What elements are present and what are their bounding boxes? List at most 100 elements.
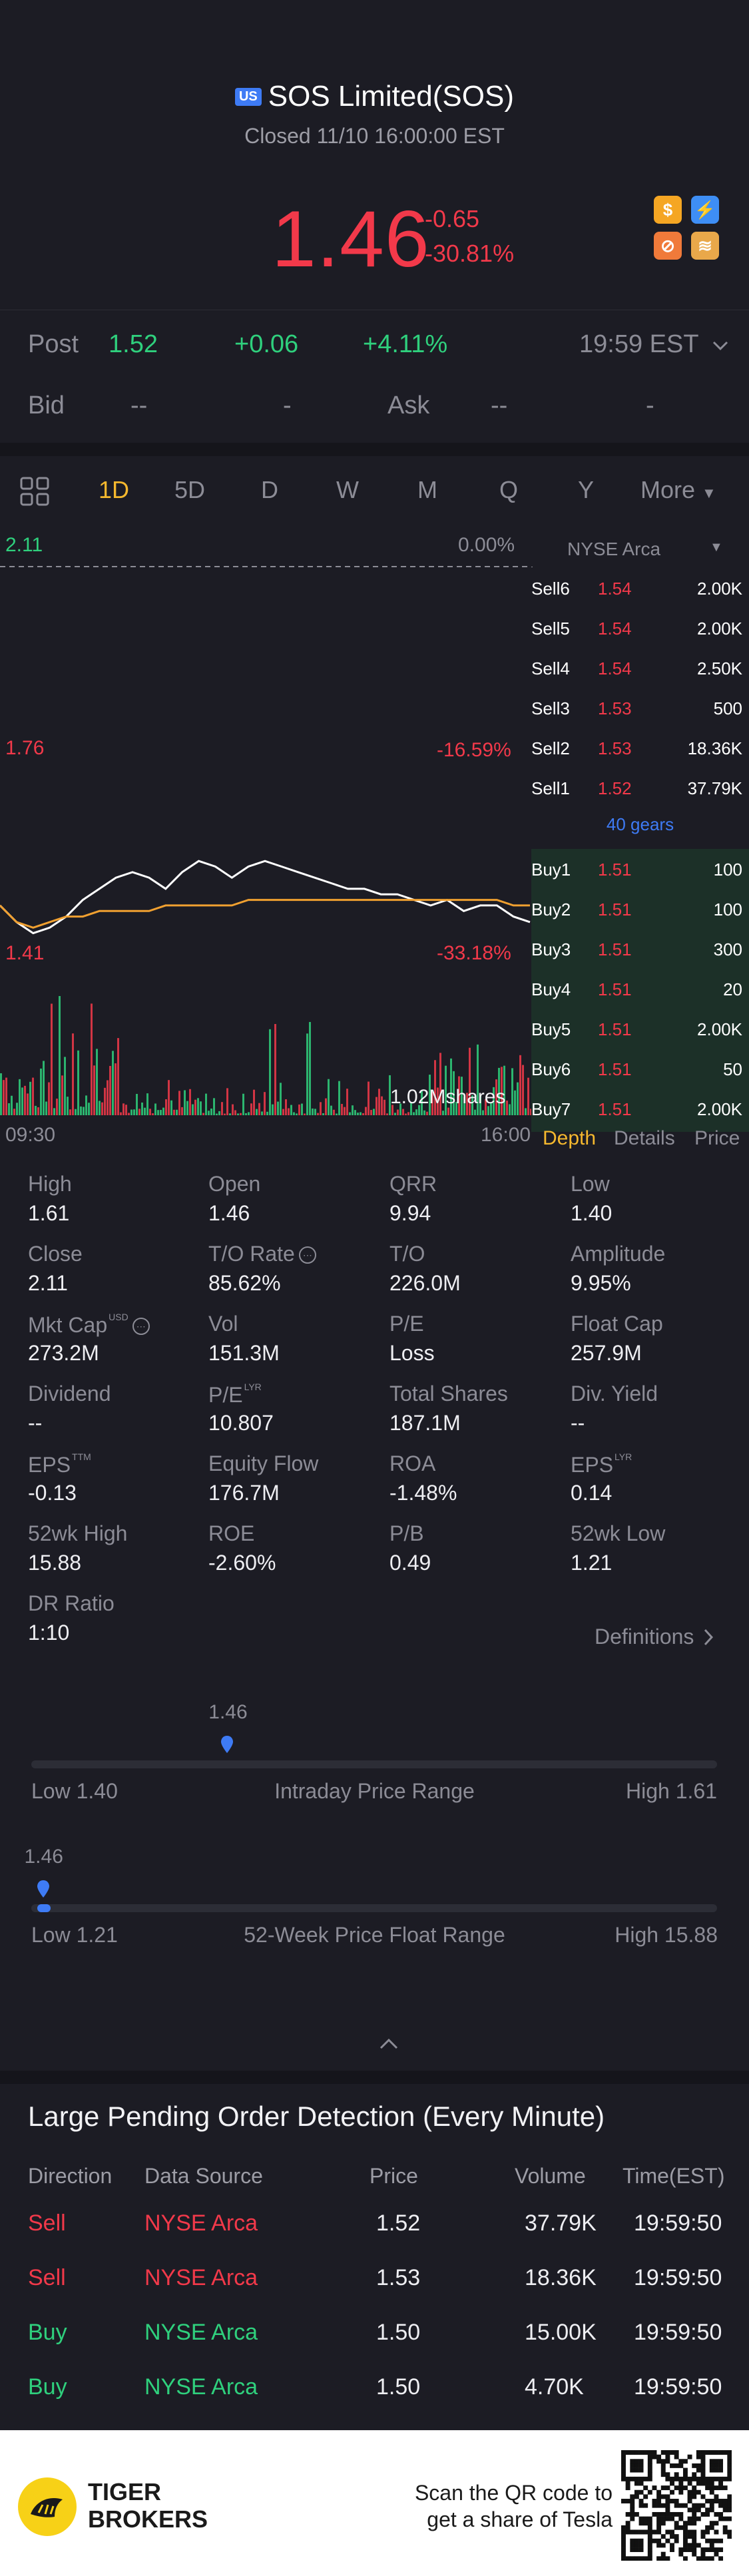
volume-bar — [458, 1076, 460, 1115]
volume-bar — [266, 1111, 268, 1115]
volume-bar — [170, 1100, 172, 1115]
volume-bar — [447, 1107, 449, 1115]
tab-m[interactable]: M — [417, 476, 437, 503]
tab-w[interactable]: W — [336, 476, 359, 503]
flash-icon[interactable]: ⚡ — [691, 196, 719, 224]
week52-range-track — [31, 1904, 717, 1912]
volume-bar — [530, 1109, 532, 1115]
level-price: 1.54 — [598, 658, 632, 678]
pending-cell: NYSE Arca — [144, 2320, 258, 2345]
definitions-label: Definitions — [595, 1625, 694, 1649]
stat-label-text: P/E — [208, 1383, 243, 1407]
dollar-icon[interactable]: $ — [654, 196, 682, 224]
tab-5d[interactable]: 5D — [174, 476, 206, 503]
collapse-button[interactable] — [378, 2037, 399, 2054]
tab-more[interactable]: More ▼ — [640, 476, 716, 504]
stat-label: QRR — [389, 1172, 437, 1196]
stat-label-text: Total Shares — [389, 1382, 508, 1406]
volume-bar — [11, 1095, 13, 1115]
definitions-link[interactable]: Definitions — [595, 1625, 714, 1649]
volume-bar — [399, 1103, 401, 1115]
tab-price[interactable]: Price — [694, 1127, 740, 1149]
buy-level-row: Buy1 1.51 100 — [531, 849, 749, 889]
chevron-right-icon — [704, 1629, 714, 1646]
volume-bar — [495, 1079, 497, 1115]
volume-bar — [485, 1099, 487, 1115]
gears-toggle[interactable]: 40 gears — [606, 814, 674, 834]
tab-details[interactable]: Details — [614, 1127, 675, 1149]
stat-value: 2.11 — [28, 1271, 68, 1295]
volume-bar — [53, 1108, 55, 1115]
volume-bar — [80, 1106, 82, 1115]
stat-label-text: T/O Rate — [208, 1242, 295, 1266]
pending-table: Sell NYSE Arca 1.52 37.79K 19:59:50 Sell NYSE … — [0, 2210, 749, 2430]
volume-bar — [149, 1109, 151, 1115]
volume-bar — [146, 1093, 148, 1115]
week52-range: 1.46 Low 1.21 52-Week Price Float Range … — [0, 1846, 749, 1965]
volume-bar — [306, 1033, 308, 1115]
level-label: Sell4 — [531, 658, 570, 678]
stat-label-text: 52wk Low — [571, 1521, 666, 1545]
week52-low: Low 1.21 — [31, 1923, 118, 1947]
tab-q[interactable]: Q — [499, 476, 519, 503]
stat-label-text: Float Cap — [571, 1312, 663, 1336]
stat-label: Amplitude — [571, 1242, 665, 1266]
volume-bar — [93, 1065, 95, 1115]
layers-icon[interactable]: ≋ — [691, 232, 719, 260]
stat-label-text: P/E — [389, 1312, 424, 1336]
tab-d[interactable]: D — [261, 476, 278, 503]
stat-value: 273.2M — [28, 1341, 99, 1365]
pending-row: Buy NYSE Arca 1.50 15.00K 19:59:50 — [0, 2320, 749, 2360]
volume-bar — [107, 1080, 109, 1115]
info-icon[interactable]: ⋯ — [298, 1246, 316, 1264]
volume-bar — [245, 1113, 247, 1115]
no-shorting-icon[interactable]: ⊘ — [654, 232, 682, 260]
pending-cell: 19:59:50 — [634, 2210, 722, 2236]
volume-bar — [397, 1109, 399, 1115]
volume-bar — [298, 1104, 300, 1115]
volume-bar — [290, 1105, 292, 1115]
pending-cell: 19:59:50 — [634, 2265, 722, 2290]
week52-high: High 15.88 — [615, 1923, 718, 1947]
post-label: Post — [28, 330, 79, 358]
post-time-selector[interactable]: 19:59 EST — [579, 330, 729, 359]
volume-bar — [309, 1021, 311, 1115]
volume-bar — [256, 1109, 258, 1115]
stat-value: 85.62% — [208, 1271, 281, 1295]
post-price: 1.52 — [109, 330, 158, 358]
volume-bar — [394, 1113, 396, 1115]
volume-bar — [317, 1113, 319, 1115]
chart-grid-icon[interactable] — [20, 477, 49, 509]
volume-bar — [152, 1113, 154, 1115]
intraday-chart[interactable]: 2.11 0.00% 1.76 -16.59% 1.41 -33.18% 1.0… — [0, 529, 533, 1146]
level-size: 18.36K — [687, 738, 742, 758]
level-price: 1.54 — [598, 619, 632, 639]
stat-label: P/B — [389, 1521, 424, 1546]
exchange-selector[interactable]: NYSE Arca ▼ — [531, 529, 749, 567]
caret-down-icon: ▼ — [710, 540, 723, 555]
intraday-low: Low 1.40 — [31, 1779, 118, 1803]
stat-value: 10.807 — [208, 1411, 274, 1435]
tab-1d[interactable]: 1D — [99, 476, 130, 503]
volume-bar — [128, 1113, 130, 1115]
stat-label: Low — [571, 1172, 610, 1196]
stat-value: 187.1M — [389, 1411, 461, 1435]
stat-label-text: ROE — [208, 1521, 255, 1545]
volume-bar — [498, 1067, 500, 1115]
volume-bar — [32, 1077, 34, 1115]
chevron-up-icon — [379, 2038, 398, 2049]
chart-time-start: 09:30 — [5, 1124, 56, 1146]
volume-bar — [117, 1038, 119, 1115]
tab-y[interactable]: Y — [578, 476, 595, 503]
stat-value: 176.7M — [208, 1481, 280, 1505]
bid-value: -- — [130, 391, 148, 419]
level-price: 1.53 — [598, 698, 632, 718]
info-icon[interactable]: ⋯ — [132, 1318, 150, 1335]
stat-value: 1:10 — [28, 1621, 70, 1645]
tab-depth[interactable]: Depth — [543, 1127, 597, 1149]
volume-bar — [375, 1097, 377, 1115]
volume-bar — [0, 1073, 2, 1115]
stat-value: 9.95% — [571, 1271, 631, 1295]
volume-bar — [91, 1003, 93, 1115]
volume-bar — [229, 1113, 231, 1115]
